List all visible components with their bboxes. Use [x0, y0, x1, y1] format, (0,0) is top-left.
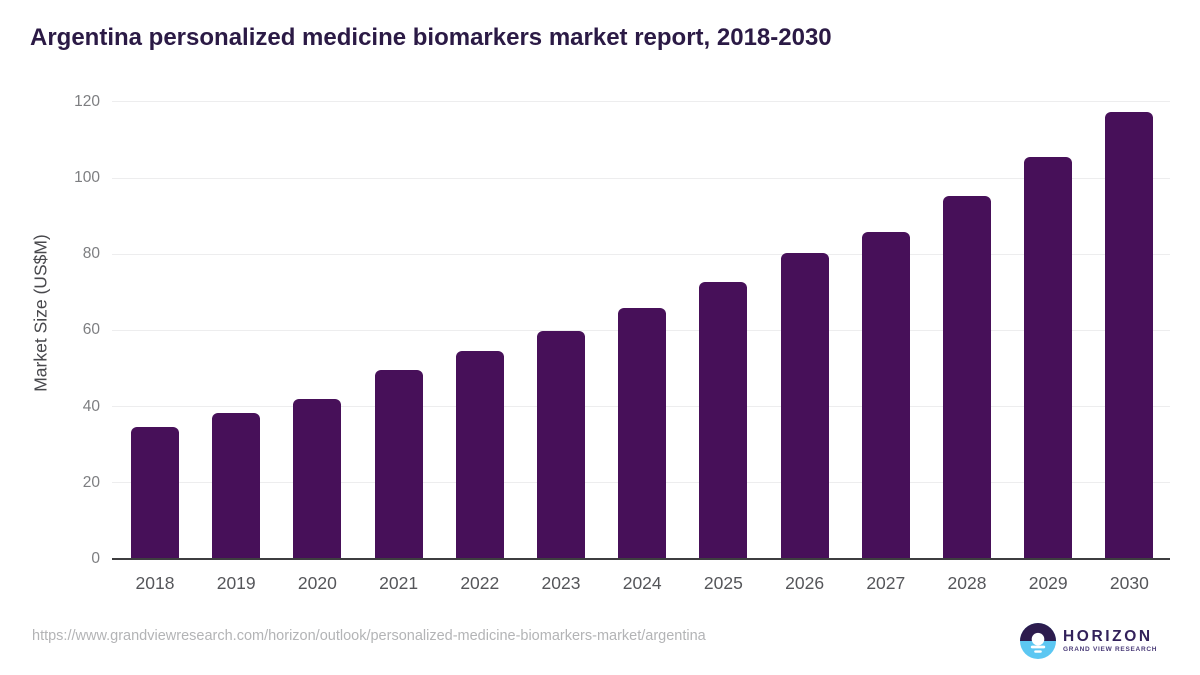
bar-2022[interactable]	[455, 351, 504, 559]
bar-2019[interactable]	[212, 413, 261, 559]
y-tick-label-80: 80	[82, 245, 100, 263]
x-tick-label-2019: 2019	[216, 573, 256, 593]
y-tick-label-40: 40	[82, 397, 100, 415]
logo-wordmark: HORIZON	[1063, 628, 1153, 645]
x-tick-label-2027: 2027	[866, 573, 906, 593]
x-tick-label-2030: 2030	[1109, 573, 1149, 593]
x-tick-label-2021: 2021	[379, 573, 419, 593]
bar-2024[interactable]	[618, 308, 667, 559]
gridline-80	[112, 253, 1170, 255]
bar-2029[interactable]	[1024, 156, 1073, 559]
logo-subtext: GRAND VIEW RESEARCH	[1063, 646, 1158, 653]
x-tick-label-2029: 2029	[1028, 573, 1068, 593]
y-tick-label-60: 60	[82, 321, 100, 339]
x-axis-line	[112, 557, 1170, 560]
bar-2026[interactable]	[780, 252, 829, 559]
y-tick-label-100: 100	[74, 169, 100, 186]
x-tick-label-2018: 2018	[135, 573, 175, 593]
chart-title: Argentina personalized medicine biomarke…	[30, 24, 832, 51]
x-tick-label-2023: 2023	[541, 573, 581, 593]
bar-2028[interactable]	[943, 195, 991, 559]
logo-text: HORIZON GRAND VIEW RESEARCH	[1063, 628, 1157, 654]
bar-2020[interactable]	[293, 399, 342, 559]
bar-2021[interactable]	[374, 370, 423, 559]
bar-2018[interactable]	[131, 427, 179, 559]
y-tick-label-0: 0	[91, 550, 100, 567]
horizon-logo-icon	[1020, 623, 1056, 659]
gridline-120	[112, 101, 1170, 103]
x-tick-label-2022: 2022	[460, 573, 500, 593]
bar-2027[interactable]	[861, 231, 910, 559]
x-tick-label-2028: 2028	[947, 573, 987, 593]
gridline-100	[112, 177, 1170, 179]
x-tick-label-2026: 2026	[785, 573, 825, 593]
y-tick-label-120: 120	[74, 92, 100, 110]
bar-2025[interactable]	[699, 282, 748, 559]
y-tick-label-20: 20	[82, 473, 100, 491]
bar-2023[interactable]	[537, 331, 585, 559]
x-tick-label-2020: 2020	[297, 573, 337, 593]
x-tick-label-2024: 2024	[622, 573, 662, 593]
bar-2030[interactable]	[1105, 111, 1154, 559]
source-url: https://www.grandviewresearch.com/horizo…	[32, 628, 706, 644]
horizon-logo: HORIZON GRAND VIEW RESEARCH	[1020, 623, 1157, 659]
x-tick-label-2025: 2025	[703, 573, 743, 593]
